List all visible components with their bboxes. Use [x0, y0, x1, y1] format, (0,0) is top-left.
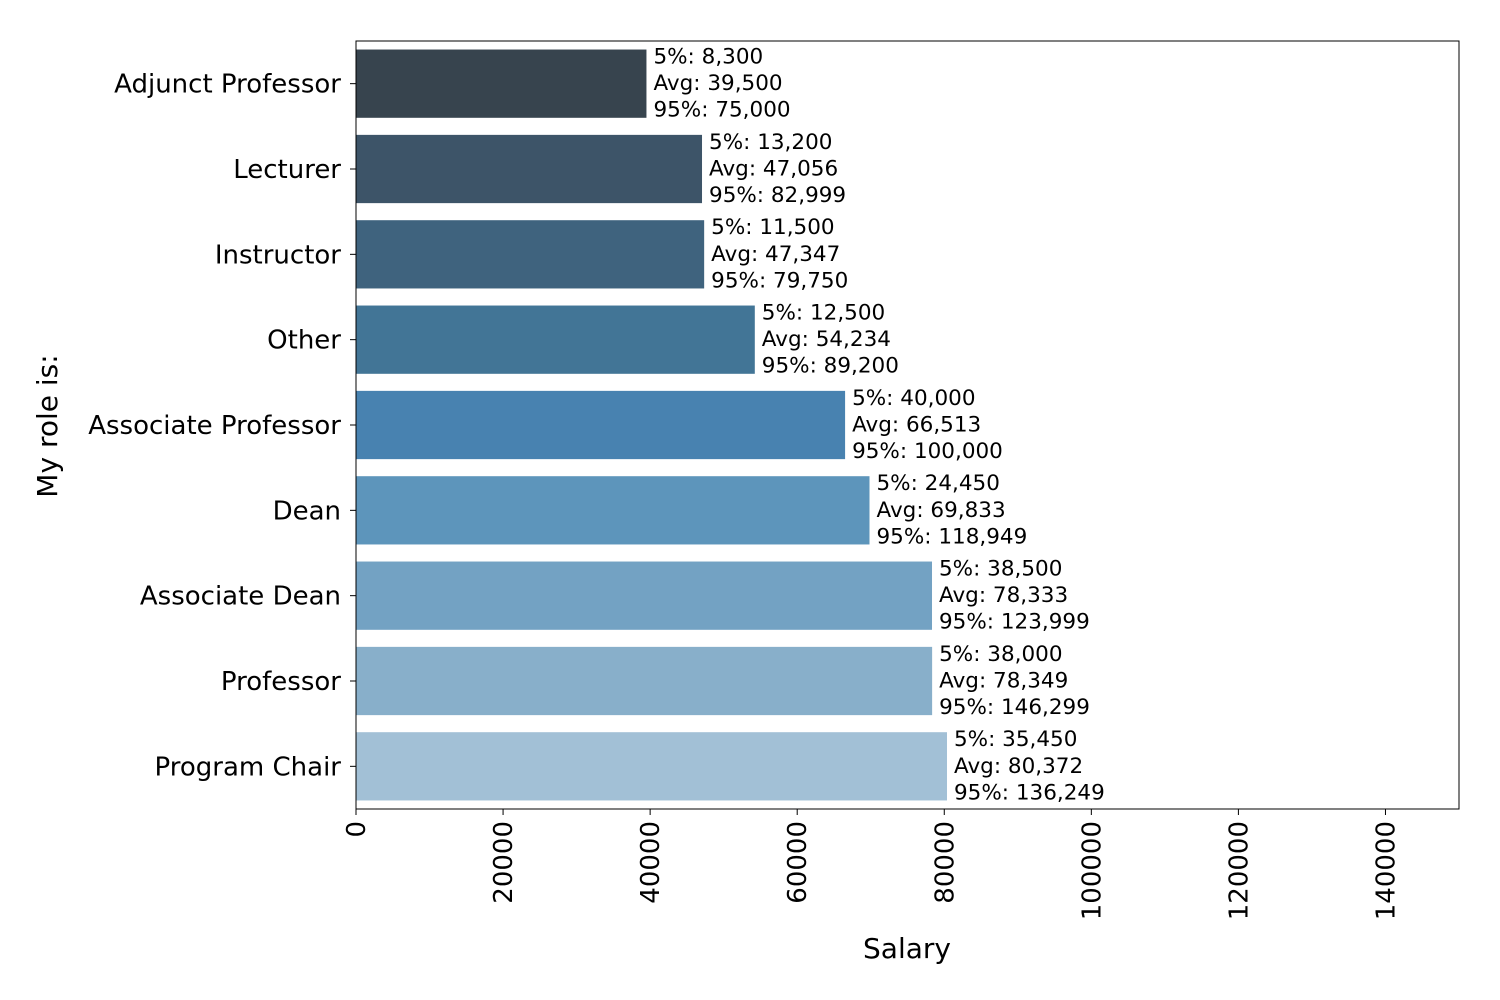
- data-label: 5%: 35,450: [954, 727, 1077, 752]
- y-tick-label: Associate Dean: [140, 582, 341, 612]
- data-label: 5%: 38,500: [939, 557, 1062, 582]
- x-axis: 0 20000 40000 60000 80000 100000 120000 140000: [342, 809, 1401, 920]
- y-axis-title: My role is:: [31, 354, 64, 497]
- data-label: 95%: 100,000: [852, 439, 1003, 464]
- bar: [356, 134, 703, 204]
- data-label: 95%: 118,949: [877, 524, 1028, 549]
- data-label: 95%: 123,999: [939, 610, 1090, 635]
- bar: [356, 49, 647, 118]
- data-label: 5%: 11,500: [711, 215, 834, 240]
- y-tick-label: Professor: [221, 667, 341, 697]
- x-tick-label: 0: [342, 821, 372, 838]
- data-label: Avg: 78,333: [939, 583, 1068, 608]
- y-tick-label: Associate Professor: [88, 411, 341, 441]
- x-tick-label: 140000: [1371, 821, 1401, 920]
- data-label: 95%: 136,249: [954, 780, 1105, 805]
- y-tick-label: Adjunct Professor: [114, 70, 341, 100]
- x-tick-label: 120000: [1224, 821, 1254, 920]
- bar: [356, 732, 948, 801]
- y-axis: Adjunct Professor Lecturer Instructor Other…: [88, 70, 356, 782]
- x-tick-label: 100000: [1077, 821, 1107, 920]
- bar: [356, 305, 755, 374]
- data-label: 5%: 38,000: [939, 642, 1062, 667]
- bar: [356, 561, 933, 630]
- y-tick-label: Program Chair: [155, 752, 342, 782]
- data-label: 5%: 24,450: [877, 471, 1000, 496]
- x-tick-label: 20000: [489, 821, 519, 904]
- data-label: Avg: 54,234: [762, 327, 891, 352]
- bar: [356, 646, 933, 716]
- data-label: 95%: 79,750: [711, 268, 848, 293]
- bar: [356, 220, 705, 289]
- data-label: Avg: 47,056: [709, 156, 838, 181]
- x-tick-label: 80000: [930, 821, 960, 904]
- data-label: Avg: 80,372: [954, 754, 1083, 779]
- x-tick-label: 60000: [783, 821, 813, 904]
- data-label: Avg: 69,833: [877, 498, 1006, 523]
- data-label: 95%: 82,999: [709, 183, 846, 208]
- bar: [356, 390, 846, 460]
- data-label: 5%: 8,300: [653, 45, 763, 70]
- y-tick-label: Dean: [273, 496, 341, 526]
- bars-layer: [356, 49, 948, 801]
- data-label: 95%: 89,200: [762, 354, 899, 379]
- data-label: 5%: 40,000: [852, 386, 975, 411]
- data-label: 95%: 75,000: [653, 98, 790, 123]
- y-tick-label: Lecturer: [233, 155, 341, 185]
- data-label: 95%: 146,299: [939, 695, 1090, 720]
- data-label: 5%: 13,200: [709, 130, 832, 155]
- data-label: Avg: 39,500: [653, 71, 782, 96]
- data-label: 5%: 12,500: [762, 301, 885, 326]
- y-tick-label: Instructor: [215, 240, 341, 270]
- x-axis-title: Salary: [863, 932, 951, 965]
- x-tick-label: 40000: [636, 821, 666, 904]
- y-tick-label: Other: [267, 326, 341, 356]
- data-label: Avg: 47,347: [711, 242, 840, 267]
- data-label: Avg: 66,513: [852, 412, 981, 437]
- data-label: Avg: 78,349: [939, 668, 1068, 693]
- bar: [356, 476, 870, 545]
